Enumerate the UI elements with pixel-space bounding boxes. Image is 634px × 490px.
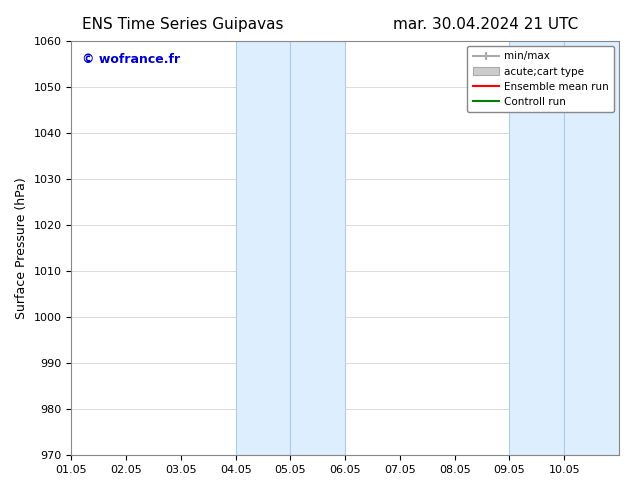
Legend: min/max, acute;cart type, Ensemble mean run, Controll run: min/max, acute;cart type, Ensemble mean … <box>467 46 614 112</box>
Y-axis label: Surface Pressure (hPa): Surface Pressure (hPa) <box>15 177 28 319</box>
Text: ENS Time Series Guipavas: ENS Time Series Guipavas <box>82 17 284 32</box>
Bar <box>236 41 290 455</box>
Bar <box>564 41 619 455</box>
Bar <box>510 41 564 455</box>
Text: © wofrance.fr: © wofrance.fr <box>82 53 181 67</box>
Bar <box>290 41 345 455</box>
Text: mar. 30.04.2024 21 UTC: mar. 30.04.2024 21 UTC <box>393 17 578 32</box>
